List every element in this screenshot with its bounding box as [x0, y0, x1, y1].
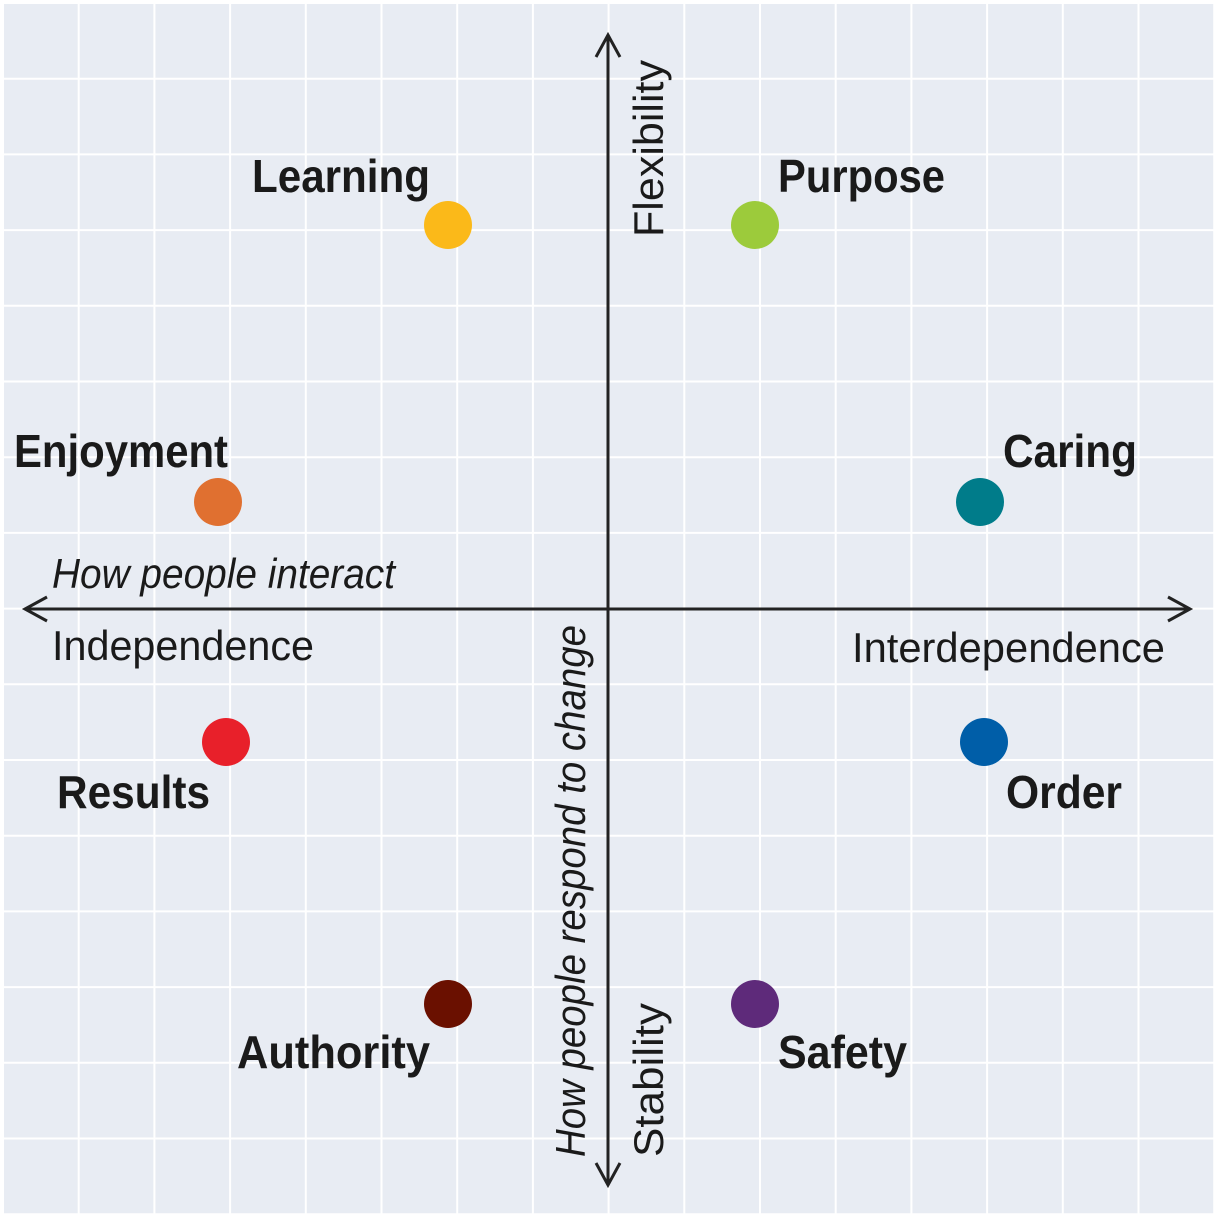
authority-label: Authority	[237, 1026, 430, 1078]
caring-dot	[956, 478, 1004, 526]
style-safety: Safety	[731, 980, 907, 1078]
style-enjoyment: Enjoyment	[14, 425, 242, 526]
results-dot	[202, 718, 250, 766]
order-dot	[960, 718, 1008, 766]
style-learning: Learning	[252, 150, 472, 249]
arrow-down-icon	[594, 1162, 622, 1189]
results-label: Results	[57, 766, 210, 818]
style-order: Order	[960, 718, 1122, 818]
authority-dot	[424, 980, 472, 1028]
arrow-left-icon	[21, 595, 48, 623]
style-results: Results	[57, 718, 250, 818]
order-label: Order	[1006, 766, 1122, 818]
horizontal-axis-title: How people interact	[52, 550, 397, 597]
caring-label: Caring	[1003, 425, 1137, 477]
vertical-axis-title: How people respond to change	[547, 625, 594, 1157]
vertical-axis	[594, 31, 622, 1189]
independence-label: Independence	[52, 622, 314, 669]
purpose-dot	[731, 201, 779, 249]
enjoyment-label: Enjoyment	[14, 425, 228, 477]
learning-dot	[424, 201, 472, 249]
culture-styles: Learning Purpose Enjoyment Caring Results Ord…	[14, 150, 1137, 1078]
stability-label: Stability	[625, 1003, 672, 1157]
arrow-right-icon	[1167, 595, 1194, 623]
interdependence-label: Interdependence	[852, 624, 1165, 671]
safety-label: Safety	[778, 1026, 907, 1078]
learning-label: Learning	[252, 150, 430, 202]
arrow-up-icon	[594, 31, 622, 58]
flexibility-label: Flexibility	[625, 60, 672, 237]
purpose-label: Purpose	[778, 150, 945, 202]
safety-dot	[731, 980, 779, 1028]
style-purpose: Purpose	[731, 150, 945, 249]
style-authority: Authority	[237, 980, 472, 1078]
style-caring: Caring	[956, 425, 1137, 526]
enjoyment-dot	[194, 478, 242, 526]
